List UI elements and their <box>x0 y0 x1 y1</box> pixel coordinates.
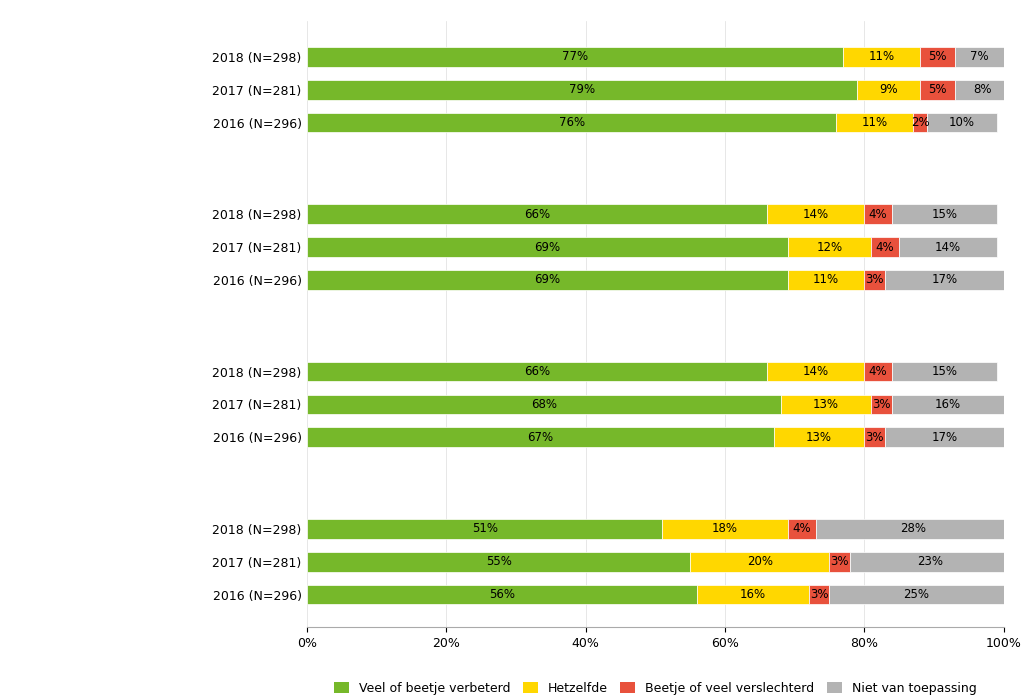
Bar <box>829 552 850 572</box>
Bar <box>690 552 829 572</box>
Text: 69%: 69% <box>535 240 560 254</box>
Text: 56%: 56% <box>489 588 515 601</box>
Text: 4%: 4% <box>869 208 888 221</box>
Text: 4%: 4% <box>876 240 894 254</box>
Text: 67%: 67% <box>527 431 554 444</box>
Text: 2%: 2% <box>910 116 929 129</box>
Text: 5%: 5% <box>928 83 946 96</box>
Text: 16%: 16% <box>739 588 766 601</box>
Text: 68%: 68% <box>531 398 557 411</box>
Text: 66%: 66% <box>524 208 550 221</box>
Bar <box>307 113 837 132</box>
Text: 3%: 3% <box>830 556 849 568</box>
Bar <box>780 395 871 414</box>
Text: 17%: 17% <box>931 273 957 286</box>
Bar <box>307 80 857 100</box>
Bar <box>787 519 815 539</box>
Text: 11%: 11% <box>813 273 839 286</box>
Text: 11%: 11% <box>861 116 888 129</box>
Text: 7%: 7% <box>970 50 988 63</box>
Bar <box>871 237 899 257</box>
Bar <box>864 270 885 290</box>
Bar <box>774 427 864 447</box>
Text: 16%: 16% <box>935 398 961 411</box>
Text: 69%: 69% <box>535 273 560 286</box>
Bar <box>767 204 864 224</box>
Bar <box>787 237 871 257</box>
Bar <box>871 395 892 414</box>
Text: 18%: 18% <box>712 523 738 535</box>
Bar <box>892 362 996 381</box>
Bar <box>307 395 780 414</box>
Bar <box>954 47 1004 67</box>
Text: 15%: 15% <box>932 365 957 378</box>
Text: 20%: 20% <box>746 556 773 568</box>
Bar <box>809 585 829 604</box>
Bar <box>954 80 1011 100</box>
Text: 10%: 10% <box>949 116 975 129</box>
Text: 14%: 14% <box>803 208 828 221</box>
Bar <box>697 585 809 604</box>
Text: 25%: 25% <box>903 588 930 601</box>
Bar <box>864 204 892 224</box>
Bar <box>307 552 690 572</box>
Bar <box>913 113 927 132</box>
Bar <box>307 362 767 381</box>
Bar <box>850 552 1011 572</box>
Text: 76%: 76% <box>559 116 585 129</box>
Text: 3%: 3% <box>865 273 884 286</box>
Text: 9%: 9% <box>880 83 898 96</box>
Bar <box>892 395 1004 414</box>
Text: 4%: 4% <box>793 523 811 535</box>
Bar <box>920 47 954 67</box>
Text: 55%: 55% <box>485 556 512 568</box>
Text: 11%: 11% <box>868 50 895 63</box>
Bar <box>307 47 844 67</box>
Text: 15%: 15% <box>932 208 957 221</box>
Bar <box>307 585 697 604</box>
Bar <box>864 362 892 381</box>
Bar <box>829 585 1004 604</box>
Bar <box>927 113 996 132</box>
Legend: Veel of beetje verbeterd, Hetzelfde, Beetje of veel verslechterd, Niet van toepa: Veel of beetje verbeterd, Hetzelfde, Bee… <box>329 677 982 697</box>
Bar <box>920 80 954 100</box>
Text: 3%: 3% <box>872 398 891 411</box>
Text: 17%: 17% <box>931 431 957 444</box>
Bar <box>307 519 663 539</box>
Text: 13%: 13% <box>813 398 839 411</box>
Text: 3%: 3% <box>810 588 828 601</box>
Bar <box>815 519 1011 539</box>
Text: 14%: 14% <box>803 365 828 378</box>
Bar <box>767 362 864 381</box>
Bar <box>307 427 774 447</box>
Text: 66%: 66% <box>524 365 550 378</box>
Text: 79%: 79% <box>569 83 595 96</box>
Text: 8%: 8% <box>974 83 992 96</box>
Text: 28%: 28% <box>900 523 926 535</box>
Bar <box>307 204 767 224</box>
Bar <box>885 270 1004 290</box>
Text: 12%: 12% <box>816 240 843 254</box>
Text: 51%: 51% <box>472 523 498 535</box>
Bar <box>787 270 864 290</box>
Text: 4%: 4% <box>869 365 888 378</box>
Bar <box>899 237 996 257</box>
Bar <box>307 270 787 290</box>
Bar <box>307 237 787 257</box>
Bar <box>837 113 913 132</box>
Bar <box>857 80 920 100</box>
Text: 5%: 5% <box>928 50 946 63</box>
Text: 13%: 13% <box>806 431 831 444</box>
Bar <box>663 519 787 539</box>
Text: 77%: 77% <box>562 50 589 63</box>
Bar <box>844 47 920 67</box>
Bar <box>892 204 996 224</box>
Bar <box>885 427 1004 447</box>
Text: 3%: 3% <box>865 431 884 444</box>
Text: 23%: 23% <box>918 556 943 568</box>
Text: 14%: 14% <box>935 240 961 254</box>
Bar <box>864 427 885 447</box>
